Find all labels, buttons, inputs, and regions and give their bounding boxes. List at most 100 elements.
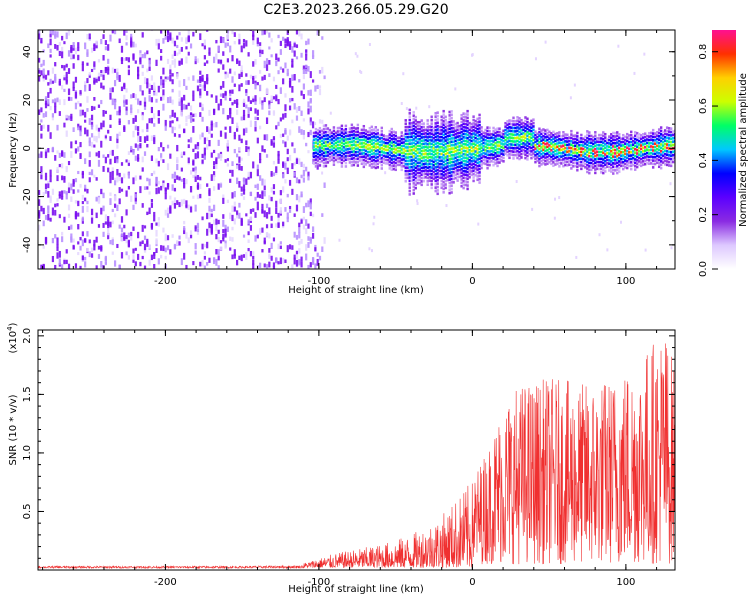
spectrogram-cell [510, 129, 513, 133]
spectrogram-cell [90, 124, 94, 130]
spectrogram-cell [247, 219, 250, 225]
spectrogram-cell [217, 255, 220, 261]
spectrogram-cell [97, 72, 101, 78]
spectrogram-cell [663, 159, 667, 163]
spectrogram-cell [42, 113, 45, 118]
spectrogram-cell [100, 188, 103, 194]
spectrogram-cell [434, 149, 437, 152]
spectrogram-cell [514, 126, 517, 130]
spectrogram-cell [456, 162, 459, 165]
spectrogram-cell [72, 63, 75, 69]
spectrogram-cell [348, 147, 352, 151]
spectrogram-cell [422, 132, 425, 136]
spectrogram-cell [127, 162, 130, 166]
spectrogram-cell [192, 31, 195, 37]
spectrogram-cell [272, 184, 276, 190]
spectrogram-cell [187, 102, 190, 107]
spectrogram-cell [504, 152, 507, 155]
spectrogram-cell [496, 137, 499, 141]
spectrogram-cell [440, 186, 443, 190]
spectrogram-cell [472, 128, 475, 132]
spectrogram-cell [500, 132, 503, 135]
spectrogram-cell [146, 177, 149, 182]
spectrogram-cell [486, 136, 489, 140]
spectrogram-cell [372, 128, 376, 132]
spectrogram-cell [476, 131, 479, 134]
spectrogram-cell [183, 177, 186, 184]
spectrogram-cell [466, 150, 469, 154]
spectrogram-cell [242, 177, 246, 185]
spectrogram-cell [550, 148, 553, 152]
spectrogram-cell [275, 60, 278, 67]
spectrogram-cell [215, 99, 218, 103]
spectrogram-cell [484, 142, 487, 145]
spectrogram-cell [464, 163, 467, 166]
spectrogram-cell [74, 47, 78, 55]
spectrogram-cell [240, 83, 243, 87]
spectrogram-cell [428, 152, 431, 155]
spectrogram-cell [342, 142, 346, 146]
spectrogram-cell [51, 188, 55, 195]
spectrogram-cell [316, 258, 319, 266]
spectrogram-cell [366, 133, 370, 137]
spectrogram-cell [362, 138, 366, 142]
spectrogram-cell [318, 164, 322, 167]
spectrogram-cell [492, 150, 495, 153]
spectrogram-cell [141, 54, 144, 59]
spectrogram-cell [586, 150, 589, 153]
spectrogram-cell [422, 149, 425, 152]
spectrogram-cell [65, 32, 68, 40]
spectrogram-cell [408, 115, 411, 118]
spectrogram-cell [647, 142, 651, 145]
spectrogram-cell [532, 142, 535, 145]
spectrogram-cell [568, 143, 571, 146]
spectrogram-cell [277, 154, 280, 160]
spectrogram-cell [410, 148, 413, 152]
spectrogram-cell [622, 140, 625, 144]
spectrogram-cell [596, 167, 599, 171]
colorbar-tick-label: 0.2 [698, 207, 709, 223]
spectrogram-cell [51, 99, 55, 104]
spectrogram-cell [90, 114, 94, 121]
spectrogram-cell [612, 145, 615, 148]
spectrogram-cell [291, 86, 294, 93]
spectrogram-cell [570, 150, 573, 153]
spectrogram-cell [466, 116, 469, 120]
spectrogram-cell [314, 154, 318, 158]
spectrogram-cell [388, 163, 391, 167]
spectrogram-cell [346, 151, 350, 154]
spectrogram-cell [372, 138, 376, 142]
spectrogram-cell [624, 159, 627, 162]
spectrogram-cell [480, 136, 483, 139]
spectrogram-cell [534, 150, 537, 154]
spectrogram-cell [307, 38, 310, 45]
spectrogram-cell [536, 146, 539, 149]
spectrogram-cell [256, 169, 259, 177]
spectrogram-cell [77, 200, 80, 207]
spectrogram-cell [636, 148, 639, 152]
spectrogram-cell [356, 133, 360, 137]
spectrogram-cell [206, 77, 209, 82]
spectrogram-cell [450, 120, 453, 123]
spectrogram-cell [212, 108, 216, 114]
spectrogram-cell [478, 117, 481, 120]
spectrogram-cell [462, 139, 465, 143]
spectrogram-cell [173, 40, 177, 47]
spectrogram-cell [279, 66, 282, 70]
spectrogram-cell [512, 146, 515, 150]
spectrogram-cell [550, 155, 553, 159]
spectrogram-cell [305, 142, 308, 147]
spectrogram-cell [373, 215, 376, 219]
spectrogram-cell [588, 144, 591, 148]
spectrogram-cell [111, 98, 114, 105]
snr-x-tick-label: -200 [154, 577, 177, 588]
spectrogram-cell [206, 262, 209, 266]
spectrogram-cell [588, 171, 591, 175]
spectrogram-cell [295, 204, 299, 212]
spectrogram-cell [536, 139, 539, 142]
spectrogram-cell [460, 113, 463, 117]
spectrogram-cell [466, 130, 469, 133]
spectrogram-cell [208, 47, 211, 54]
spectrogram-cell [67, 50, 71, 57]
spectrogram-cell [380, 163, 383, 167]
